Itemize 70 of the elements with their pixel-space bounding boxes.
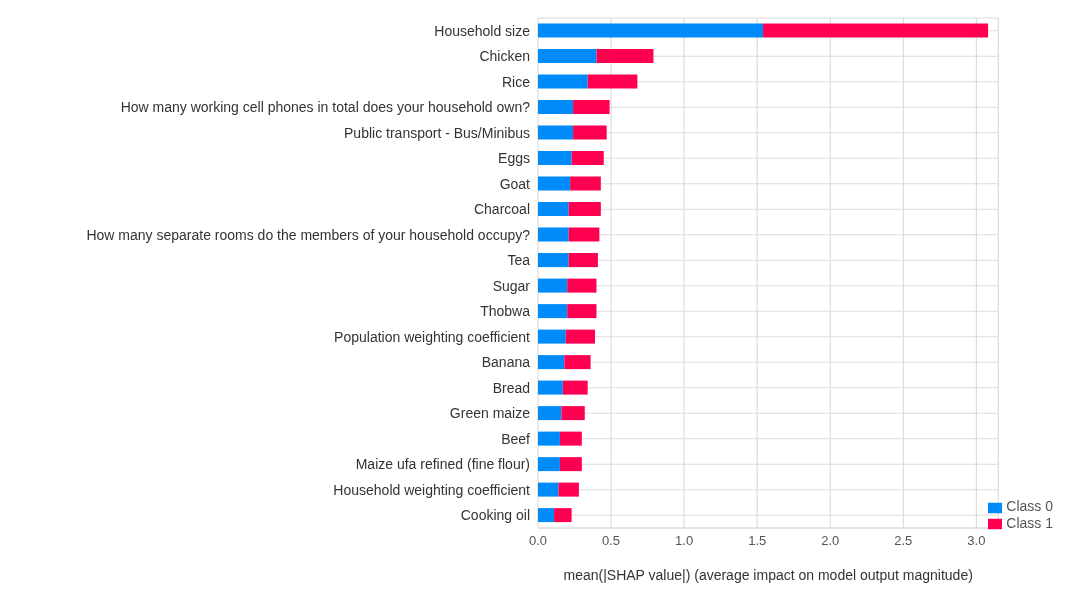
y-tick-label: Maize ufa refined (fine flour) [355,456,530,473]
bar [538,329,566,344]
y-tick-label: Green maize [449,405,531,422]
y-tick-label: Tea [507,252,531,269]
bar [538,482,559,497]
y-tick-label: Goat [499,175,531,192]
x-tick-label: 3.0 [967,533,986,549]
legend-label: Class 0 [1006,498,1053,515]
bar [538,74,588,89]
y-tick-label: Beef [501,430,531,447]
y-tick-label: Banana [481,354,531,371]
bar [538,227,569,242]
y-tick-label: Bread [492,379,530,396]
bar [538,508,555,523]
bar [564,355,591,370]
bar [573,100,610,115]
bar [559,457,582,472]
bar [538,304,568,319]
x-tick-label: 2.0 [821,533,840,549]
bar [538,431,560,446]
bar [561,406,585,421]
bar [568,202,601,217]
bar [571,151,604,166]
bar [570,176,601,191]
bar [538,100,574,115]
bar [568,227,600,242]
bar [568,253,598,268]
y-tick-label: Thobwa [480,303,531,320]
bar [538,151,572,166]
y-tick-label: Eggs [498,150,530,167]
y-tick-label: Rice [501,73,531,90]
bar [538,23,764,38]
y-tick-label: Charcoal [473,201,530,218]
y-tick-label: Sugar [492,277,531,294]
bar [562,380,588,395]
bar [567,278,597,293]
y-tick-label: Population weighting coefficient [334,328,531,345]
legend-label: Class 1 [1006,514,1053,531]
x-axis-title: mean(|SHAP value|) (average impact on model output magnitude) [563,567,973,583]
x-tick-label: 0.0 [528,533,548,549]
y-tick-label: How many separate rooms do the members of your household occupy? [86,226,531,243]
bar [559,431,582,446]
bar [763,23,989,38]
x-tick-label: 0.5 [602,533,621,549]
y-tick-label: Household size [434,22,531,39]
bar [538,202,569,217]
bar [596,49,654,64]
bar [538,457,560,472]
bar [538,380,563,395]
x-tick-label: 1.5 [748,533,767,549]
bar [587,74,638,89]
bar [538,253,569,268]
bar [538,355,565,370]
y-tick-label: Chicken [479,48,530,65]
bar [558,482,579,497]
bar [538,406,562,421]
y-tick-label: How many working cell phones in total does your household own? [120,99,531,116]
y-tick-label: Cooking oil [460,507,530,524]
bar [538,125,574,140]
x-tick-label: 2.5 [894,533,913,549]
bar [565,329,595,344]
bar [538,49,597,64]
bar [538,176,571,191]
x-tick-label: 1.0 [675,533,694,549]
bar [573,125,607,140]
y-tick-label: Household weighting coefficient [333,481,531,498]
bar [567,304,597,319]
bar [538,278,568,293]
bar [554,508,572,523]
y-tick-label: Public transport - Bus/Minibus [344,124,530,141]
